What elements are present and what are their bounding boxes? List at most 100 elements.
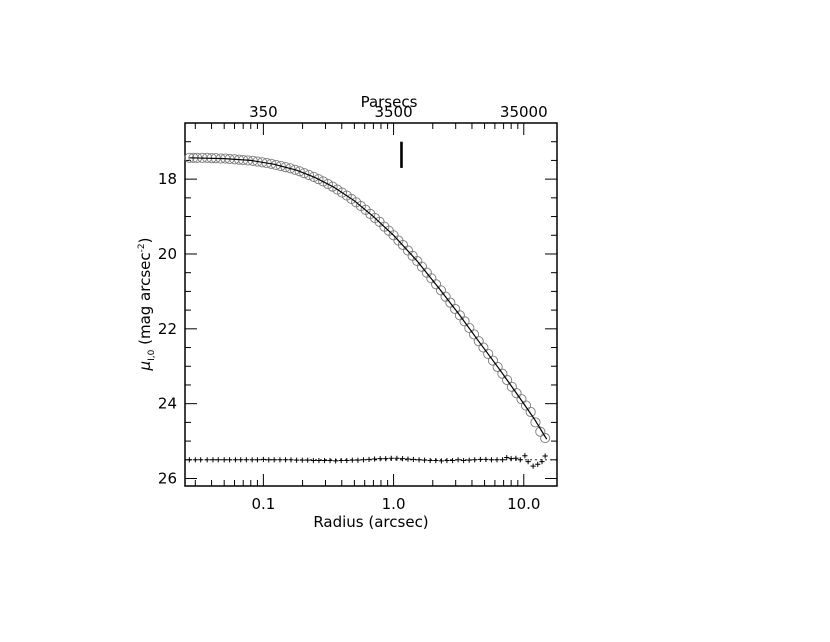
- residual-point: [282, 457, 289, 463]
- residual-point: [399, 456, 406, 462]
- residual-point: [433, 457, 439, 464]
- axis-ticks: [185, 123, 557, 486]
- residual-point: [525, 459, 531, 465]
- data-point: [459, 316, 470, 327]
- residual-point: [260, 456, 266, 463]
- data-point: [497, 368, 508, 379]
- residual-point: [232, 457, 239, 463]
- y-tick-label: 20: [158, 245, 177, 263]
- residual-point: [494, 457, 500, 463]
- data-point: [416, 261, 427, 272]
- residual-point: [360, 457, 367, 463]
- residual-point: [410, 456, 417, 463]
- residual-point: [349, 457, 355, 463]
- data-point: [397, 239, 408, 251]
- residual-point: [483, 456, 489, 463]
- residual-point: [477, 456, 483, 463]
- residual-point: [416, 457, 422, 463]
- y-axis-title-close: ): [136, 238, 154, 244]
- residual-point: [333, 458, 339, 464]
- data-point: [285, 163, 296, 174]
- residual-point: [288, 457, 294, 463]
- data-series: [184, 152, 551, 469]
- data-point: [318, 176, 329, 187]
- residual-point: [186, 457, 192, 463]
- residual-point: [243, 457, 249, 463]
- data-point: [308, 171, 319, 182]
- residual-point: [238, 457, 244, 463]
- residual-point: [321, 457, 328, 464]
- x-tick-label: 10.0: [507, 495, 540, 513]
- residual-point: [517, 457, 523, 463]
- residual-point: [249, 457, 255, 463]
- residual-point: [192, 457, 198, 463]
- y-axis-title-symbol: μ: [136, 361, 154, 372]
- y-tick-label: 24: [158, 395, 177, 413]
- residual-point: [305, 457, 311, 463]
- y-tick-label: 26: [158, 470, 177, 488]
- residual-point: [294, 457, 300, 463]
- residual-point: [366, 456, 372, 463]
- data-point: [303, 169, 315, 181]
- top-tick-label: 3500: [374, 103, 412, 121]
- y-axis-title-exponent: -2: [137, 243, 147, 252]
- residual-point: [327, 457, 333, 464]
- data-point: [280, 162, 291, 173]
- data-point: [540, 433, 551, 444]
- residual-point: [316, 457, 322, 464]
- residual-point: [455, 457, 461, 463]
- residual-point: [310, 457, 316, 464]
- tick-labels: 0.1 1.0 10.0 350 3500 35000 18 20 22 24 26: [158, 103, 548, 513]
- data-point: [261, 157, 272, 169]
- residual-point: [198, 457, 204, 463]
- data-point: [511, 388, 522, 399]
- data-point: [299, 168, 310, 179]
- top-axis-title: Parsecs: [361, 93, 418, 111]
- residual-point: [504, 454, 510, 461]
- residual-point: [539, 459, 545, 465]
- residual-point: [277, 457, 283, 463]
- residual-point: [444, 457, 450, 464]
- residual-point: [221, 457, 227, 463]
- residual-point: [254, 457, 261, 463]
- residual-point: [204, 457, 210, 463]
- data-point: [468, 329, 480, 340]
- residual-point: [488, 457, 495, 463]
- data-point: [313, 174, 324, 185]
- residual-point: [466, 457, 472, 463]
- plot-frame: [184, 122, 558, 487]
- residual-point: [388, 455, 394, 461]
- data-point: [266, 158, 277, 169]
- x-tick-label: 0.1: [251, 495, 275, 513]
- residual-point: [394, 455, 400, 461]
- residual-point: [266, 457, 272, 463]
- data-point: [492, 361, 503, 373]
- y-axis-title-units: (mag arcsec: [136, 252, 154, 349]
- residual-point: [344, 457, 350, 464]
- residual-point: [472, 457, 478, 463]
- residual-point: [500, 457, 506, 463]
- residual-point: [513, 455, 519, 461]
- residual-point: [338, 457, 344, 464]
- data-point: [322, 178, 333, 190]
- data-point: [275, 160, 286, 172]
- data-point: [289, 164, 301, 175]
- data-point: [535, 426, 546, 437]
- residual-point: [522, 453, 528, 459]
- x-axis-title: Radius (arcsec): [313, 513, 428, 531]
- residual-point: [449, 457, 456, 464]
- data-point: [530, 417, 541, 428]
- data-point: [445, 297, 456, 308]
- residual-point: [355, 457, 361, 463]
- residual-point: [299, 457, 305, 463]
- residual-point: [460, 457, 467, 464]
- residual-point: [226, 457, 233, 463]
- residual-point: [508, 456, 514, 462]
- y-axis-title-subscript: I,0: [147, 349, 157, 361]
- top-tick-label: 35000: [500, 103, 548, 121]
- y-tick-label: 18: [158, 170, 177, 188]
- data-point: [502, 375, 513, 386]
- x-tick-label: 1.0: [382, 495, 406, 513]
- residual-point: [372, 456, 378, 462]
